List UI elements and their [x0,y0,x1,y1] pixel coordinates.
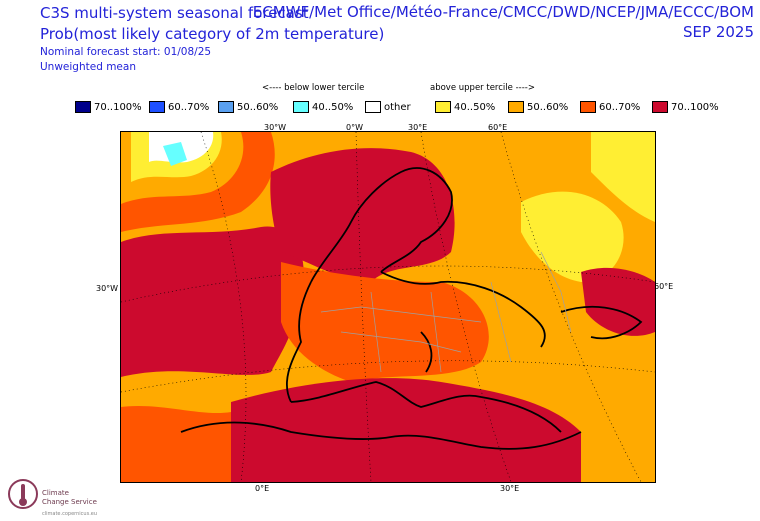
legend-swatch [652,101,668,113]
legend-label: 50..60% [527,101,569,113]
subtitle-left: Prob(most likely category of 2m temperat… [40,25,385,43]
field-north-high [270,148,455,282]
lower-tercile-label: <---- below lower tercile [262,83,365,93]
lon-label-top: 30°E [408,123,428,132]
legend-swatch [293,101,309,113]
legend-label: 50..60% [237,101,279,113]
legend-label: 60..70% [599,101,641,113]
field-nw-cyan [163,142,187,166]
logo-text-service: Change Service [42,498,97,506]
upper-tercile-label: above upper tercile ----> [430,83,535,93]
legend-label: 70..100% [671,101,719,113]
legend-label: other [384,101,411,113]
lon-label-top: 0°W [346,123,363,132]
nominal-start: Nominal forecast start: 01/08/25 [40,46,212,58]
legend-item: 50..60% [218,100,278,114]
graticule [121,132,655,482]
field-ne-yellow [591,132,655,222]
title-right: ECMWF/Met Office/Météo-France/CMCC/DWD/N… [252,3,754,21]
coastlines [180,167,643,450]
lon-label-bottom: 0°E [255,484,270,493]
map-svg [121,132,655,482]
field-central-orange [281,262,489,382]
title-left: C3S multi-system seasonal forecast [40,4,309,22]
legend-label: 40..50% [454,101,496,113]
legend-label: 70..100% [94,101,142,113]
lon-label-bottom: 30°E [500,484,520,493]
field-east-yellow [521,191,624,282]
legend-swatch [149,101,165,113]
borders [320,251,572,373]
field-sw-orange [121,405,231,482]
legend-item: 40..50% [435,100,495,114]
weighting-note: Unweighted mean [40,61,136,73]
legend-item: 40..50% [293,100,353,114]
legend-swatch [365,101,381,113]
legend-item: 60..70% [580,100,640,114]
logo-url: climate.copernicus.eu [42,511,98,517]
copernicus-logo [6,474,126,520]
legend-swatch [508,101,524,113]
legend-item: 50..60% [508,100,568,114]
legend-swatch [218,101,234,113]
lon-label-top: 30°W [264,123,287,132]
legend-swatch [75,101,91,113]
lon-label-left: 30°W [96,284,119,293]
logo-text-climate: Climate [42,489,69,497]
field-med-high [231,378,581,482]
legend-item: 70..100% [75,100,142,114]
legend-item: 60..70% [149,100,209,114]
lon-label-right: 60°E [654,282,674,291]
legend-label: 60..70% [168,101,210,113]
forecast-map [120,131,656,483]
legend-swatch [580,101,596,113]
legend-label: 40..50% [312,101,354,113]
field-atlantic-high [121,226,304,377]
legend-item: 70..100% [652,100,719,114]
legend-swatch [435,101,451,113]
legend-item: other [365,100,411,114]
climate-logo-icon [8,479,38,509]
forecast-month: SEP 2025 [683,23,754,41]
lon-label-top: 60°E [488,123,508,132]
